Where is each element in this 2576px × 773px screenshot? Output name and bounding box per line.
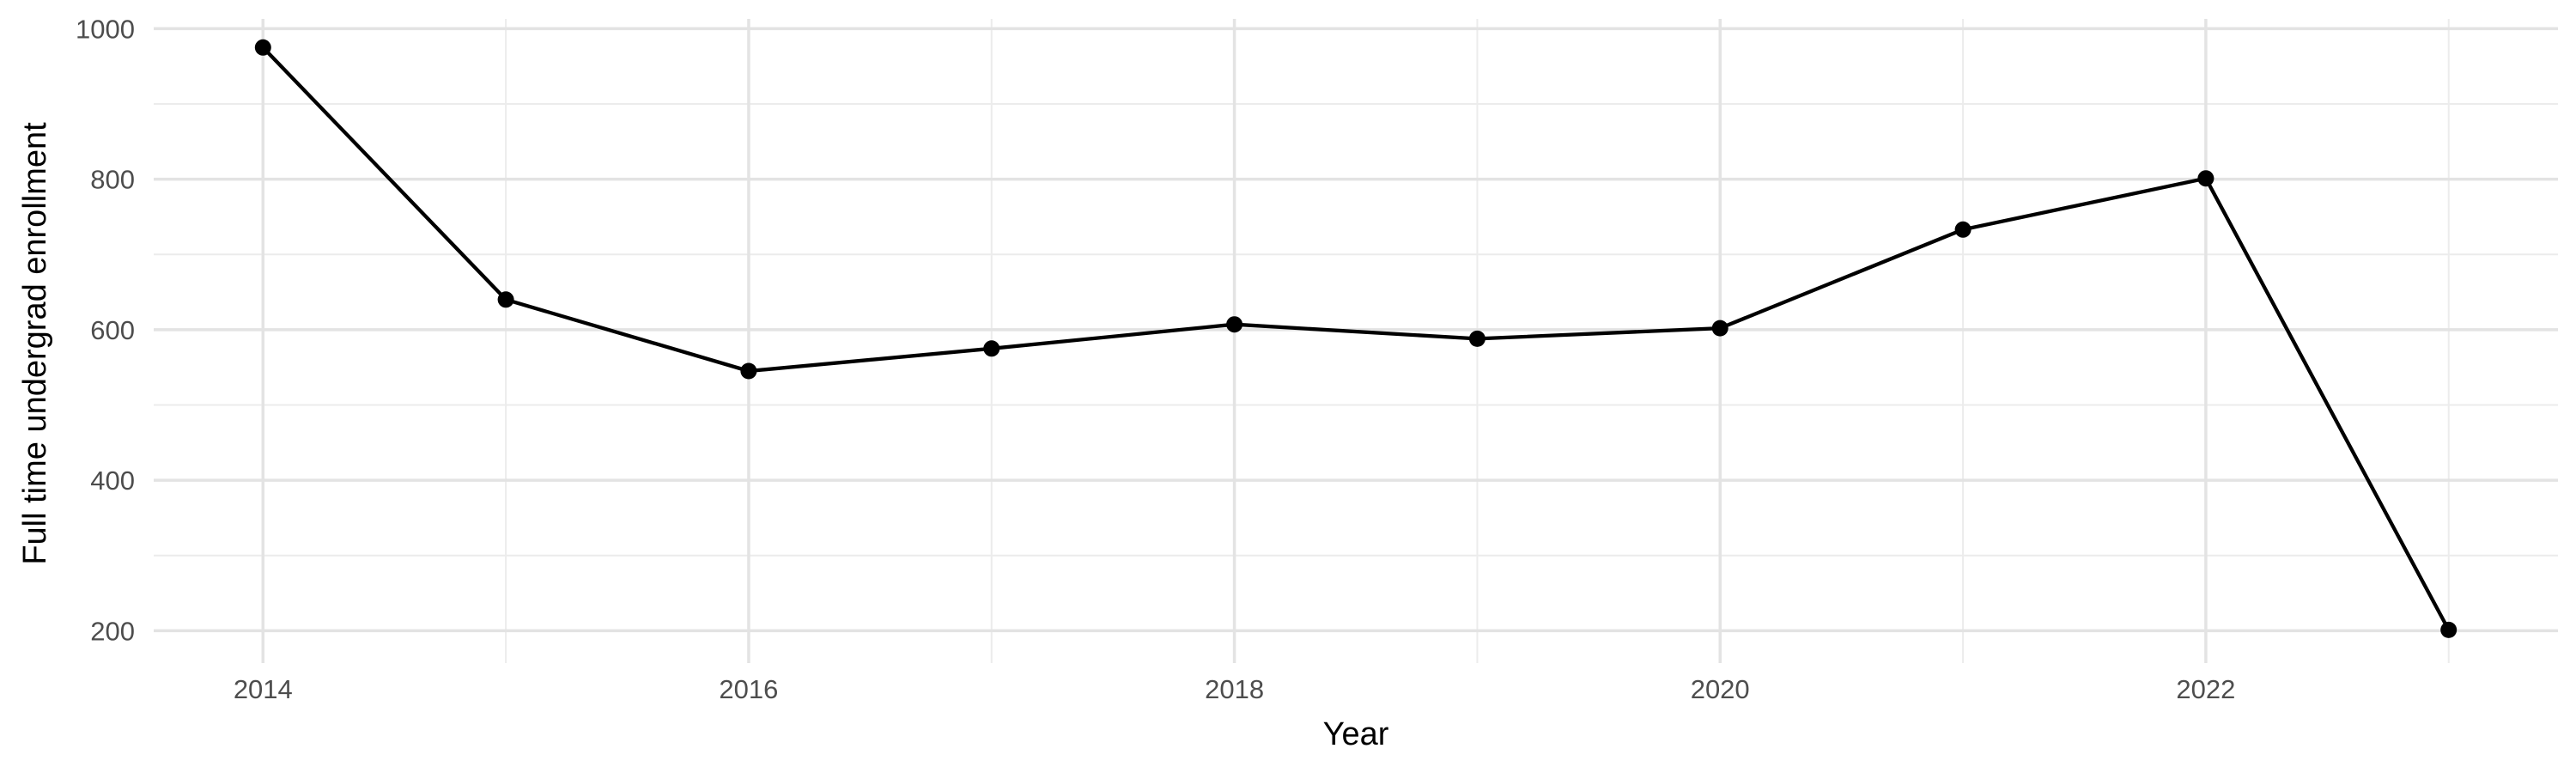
axis-tick-labels: 200 400 600 800 1000 2014 2016 2018 2020 2022 [76, 14, 2235, 704]
data-point-2015 [497, 291, 514, 308]
x-tick-label-2018: 2018 [1205, 674, 1264, 704]
data-point-2018 [1226, 316, 1243, 333]
y-axis-title: Full time undergrad enrollment [17, 122, 53, 565]
x-tick-label-2020: 2020 [1691, 674, 1750, 704]
data-point-2020 [1711, 320, 1728, 337]
data-point-2021 [1954, 221, 1971, 238]
x-tick-label-2016: 2016 [719, 674, 778, 704]
y-tick-label-400: 400 [90, 466, 135, 496]
enrollment-line [261, 46, 2451, 632]
y-tick-label-200: 200 [90, 616, 135, 646]
data-point-2022 [2197, 170, 2215, 187]
y-tick-label-800: 800 [90, 165, 135, 195]
x-tick-label-2014: 2014 [234, 674, 293, 704]
x-tick-label-2022: 2022 [2176, 674, 2235, 704]
line-series-layer [254, 39, 2458, 638]
y-tick-label-600: 600 [90, 315, 135, 345]
data-point-2019 [1468, 330, 1485, 347]
y-tick-label-1000: 1000 [76, 14, 135, 44]
grid-layer [154, 19, 2558, 663]
x-axis-title: Year [1323, 716, 1389, 752]
data-point-2016 [740, 362, 757, 380]
data-point-2023 [2440, 621, 2458, 638]
data-point-2017 [983, 340, 1000, 357]
data-point-2014 [254, 39, 271, 56]
